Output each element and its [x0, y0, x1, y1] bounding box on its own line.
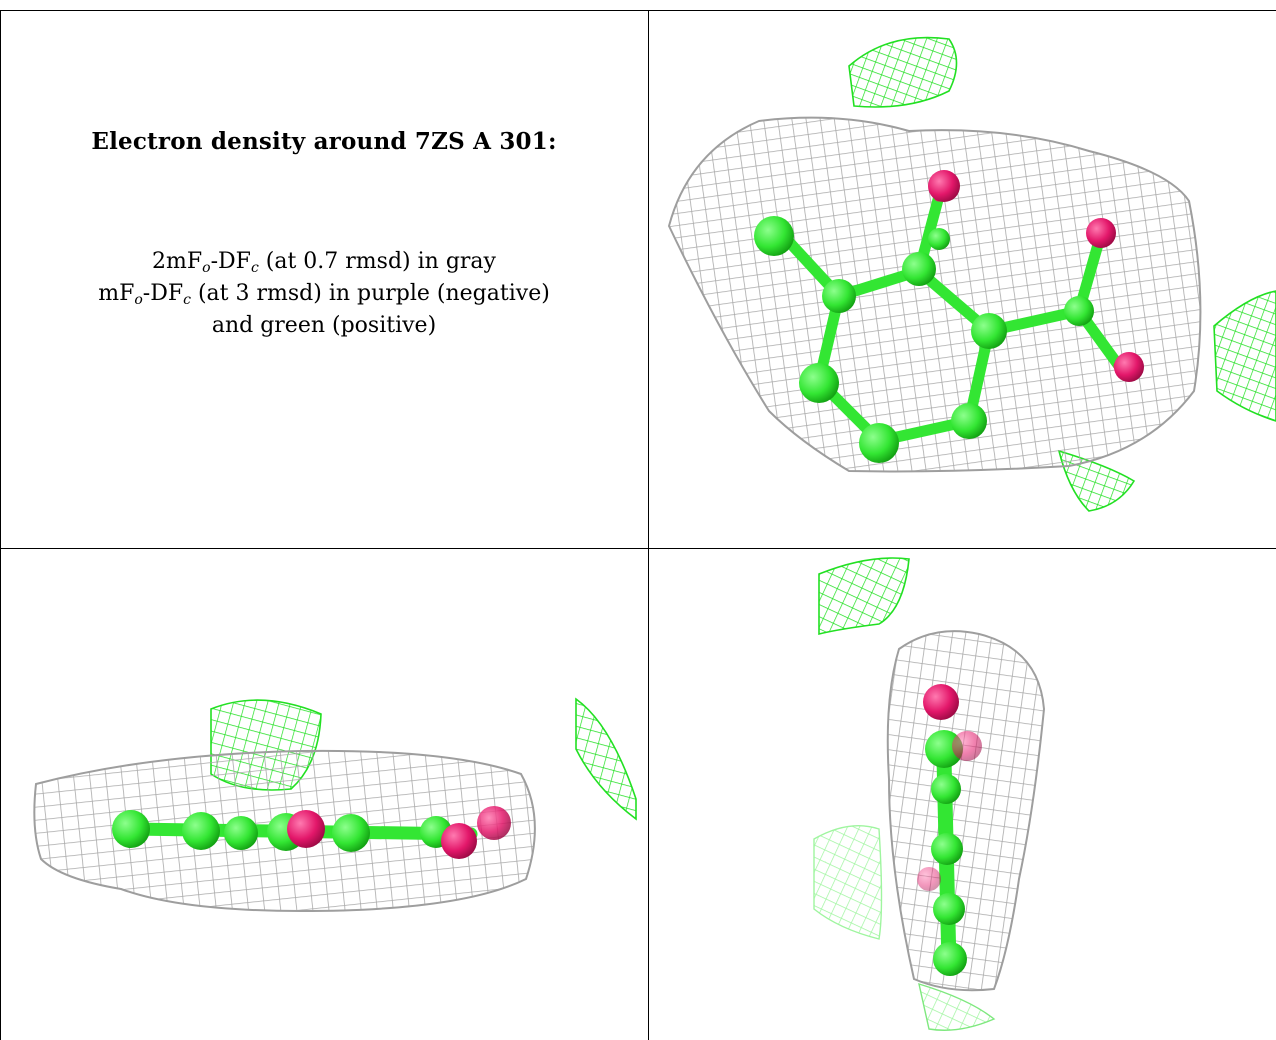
view-bottom-right	[649, 549, 1276, 1040]
green-density-blob	[918, 982, 996, 1031]
carbon-atoms	[754, 216, 1094, 463]
legend-line-gray: 2mFo-DFc (at 0.7 rmsd) in gray	[152, 249, 496, 276]
legend-line-difference: mFo-DFc (at 3 rmsd) in purple (negative)	[98, 281, 550, 308]
legend-text: 2mFo-DFc (at 0.7 rmsd) in gray mFo-DFc (…	[0, 246, 648, 342]
figure-title: Electron density around 7ZS A 301:	[91, 128, 557, 155]
caption-cell: Electron density around 7ZS A 301: 2mFo-…	[0, 0, 648, 548]
divider-horizontal	[0, 548, 1276, 549]
green-density-blob	[813, 824, 883, 940]
oxygen-atoms	[928, 170, 1144, 382]
green-density-blob	[575, 697, 637, 821]
molecule-end-view-icon	[813, 557, 1046, 1031]
border-left	[0, 10, 1, 1040]
molecule-edge-view-icon	[33, 697, 637, 913]
legend-line-green: and green (positive)	[211, 313, 437, 338]
green-density-blob	[1057, 449, 1136, 512]
gray-density-mesh	[886, 630, 1046, 992]
divider-vertical	[648, 10, 649, 1040]
green-density-blob	[818, 557, 910, 636]
border-top	[0, 10, 1276, 11]
green-density-blob	[848, 36, 958, 108]
green-density-blob	[1213, 290, 1276, 422]
gray-density-mesh	[667, 116, 1202, 473]
view-bottom-left	[1, 549, 648, 1040]
oxygen-atoms	[287, 806, 511, 859]
oxygen-atoms	[917, 684, 982, 891]
molecule-face-view-icon	[667, 36, 1276, 512]
view-top-right	[649, 11, 1276, 548]
